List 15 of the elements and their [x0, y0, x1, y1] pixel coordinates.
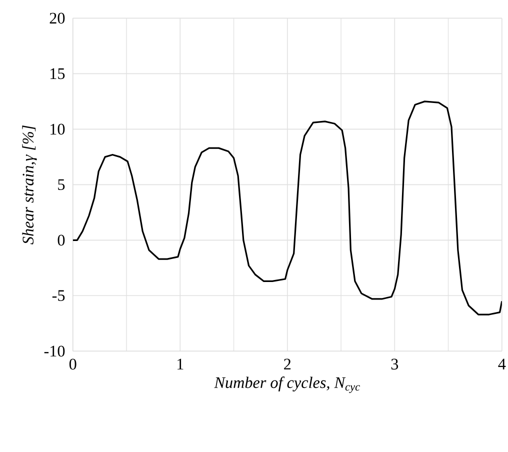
y-tick-label: 5 — [58, 179, 65, 190]
y-tick-label: 20 — [50, 12, 65, 24]
y-axis-title: Shear strain,γ [%] — [22, 125, 37, 244]
text: Number of cycles, N$_{cyc}$ — [214, 376, 360, 393]
x-tick-label: 2 — [284, 358, 291, 370]
y-tick-label: 10 — [50, 124, 65, 134]
x-tick-label: 1 — [178, 358, 184, 370]
y-tick-label: -10 — [44, 346, 65, 356]
x-tick-label: 0 — [69, 358, 76, 370]
x-tick-label: 4 — [498, 358, 506, 370]
y-tick-label: 0 — [58, 234, 65, 246]
y-tick-label: 15 — [50, 68, 65, 79]
y-tick-label: -5 — [52, 290, 65, 301]
x-tick-label: 3 — [391, 358, 398, 370]
line-series — [72, 100, 502, 316]
